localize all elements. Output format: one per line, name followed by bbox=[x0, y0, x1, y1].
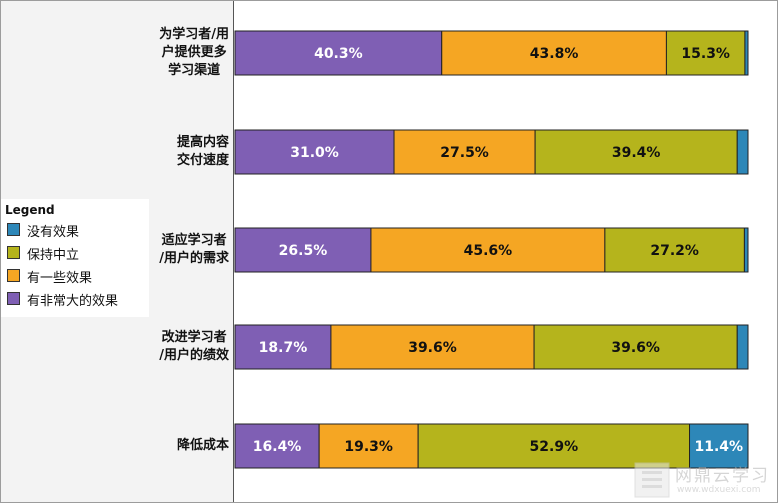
watermark-logo-icon bbox=[634, 462, 670, 498]
data-label: 15.3% bbox=[681, 46, 730, 62]
data-label: 27.5% bbox=[440, 145, 489, 161]
legend-label: 有一些效果 bbox=[27, 271, 93, 286]
data-label: 39.4% bbox=[612, 145, 661, 161]
data-label: 18.7% bbox=[259, 340, 308, 356]
data-label: 45.6% bbox=[464, 243, 513, 259]
category-label-line: 为学习者/用 bbox=[159, 27, 229, 42]
data-label: 52.9% bbox=[530, 439, 579, 455]
watermark: 网鼎云学习 www.wdxuexi.com bbox=[633, 459, 777, 501]
category-label-line: 户提供更多 bbox=[161, 45, 227, 60]
bar-segment bbox=[234, 30, 443, 76]
bar-segment bbox=[441, 30, 667, 76]
data-label: 43.8% bbox=[530, 46, 579, 62]
bar-segment bbox=[533, 324, 738, 370]
legend-swatch bbox=[7, 269, 20, 282]
category-label-line: /用户的绩效 bbox=[159, 348, 229, 363]
bar-segment bbox=[534, 129, 738, 175]
category-label-line: 交付速度 bbox=[176, 153, 229, 168]
legend-swatch bbox=[7, 292, 20, 305]
legend-title: Legend bbox=[5, 203, 55, 217]
category-label: 改进学习者/用户的绩效 bbox=[159, 329, 229, 365]
bar-segment bbox=[665, 30, 746, 76]
category-axis-line bbox=[233, 1, 234, 502]
data-label: 39.6% bbox=[611, 340, 660, 356]
bar-segment bbox=[330, 324, 535, 370]
legend-swatch bbox=[7, 223, 20, 236]
data-label: 11.4% bbox=[694, 439, 743, 455]
data-label: 31.0% bbox=[290, 145, 339, 161]
legend-label: 有非常大的效果 bbox=[27, 294, 119, 309]
bar-segment bbox=[744, 30, 749, 76]
legend-label: 没有效果 bbox=[27, 225, 80, 240]
bar-segment bbox=[234, 423, 320, 469]
bar-segment bbox=[234, 324, 332, 370]
bar-segment bbox=[743, 227, 749, 273]
legend-label: 保持中立 bbox=[27, 248, 80, 263]
category-label: 适应学习者/用户的需求 bbox=[159, 232, 229, 268]
bar-segment bbox=[689, 423, 749, 469]
legend-swatch bbox=[7, 246, 20, 259]
data-label: 39.6% bbox=[408, 340, 457, 356]
category-label-line: /用户的需求 bbox=[159, 251, 229, 266]
category-label: 为学习者/用 户提供更多学习渠道 bbox=[159, 26, 229, 80]
data-label: 19.3% bbox=[344, 439, 393, 455]
watermark-url: www.wdxuexi.com bbox=[677, 485, 761, 495]
legend: Legend 没有效果保持中立有一些效果有非常大的效果 bbox=[1, 199, 149, 317]
bar-segment bbox=[370, 227, 606, 273]
category-label-line: 改进学习者 bbox=[161, 330, 227, 345]
watermark-text: 网鼎云学习 bbox=[675, 466, 770, 486]
data-label: 26.5% bbox=[279, 243, 328, 259]
category-label-line: 适应学习者 bbox=[161, 233, 227, 248]
category-label: 降低成本 bbox=[177, 437, 229, 455]
data-label: 16.4% bbox=[253, 439, 302, 455]
bar-segment bbox=[604, 227, 745, 273]
category-label: 提高内容 交付速度 bbox=[177, 134, 229, 170]
bar-segment bbox=[234, 129, 395, 175]
category-label-line: 提高内容 bbox=[176, 135, 229, 150]
category-label-line: 学习渠道 bbox=[168, 63, 221, 78]
data-label: 27.2% bbox=[650, 243, 699, 259]
bar-segment bbox=[736, 324, 749, 370]
bar-segment bbox=[234, 227, 372, 273]
bar-segment bbox=[736, 129, 749, 175]
bar-segment bbox=[393, 129, 536, 175]
bar-segment bbox=[318, 423, 419, 469]
data-label: 40.3% bbox=[314, 46, 363, 62]
category-label-line: 降低成本 bbox=[176, 438, 229, 453]
bar-segment bbox=[417, 423, 691, 469]
